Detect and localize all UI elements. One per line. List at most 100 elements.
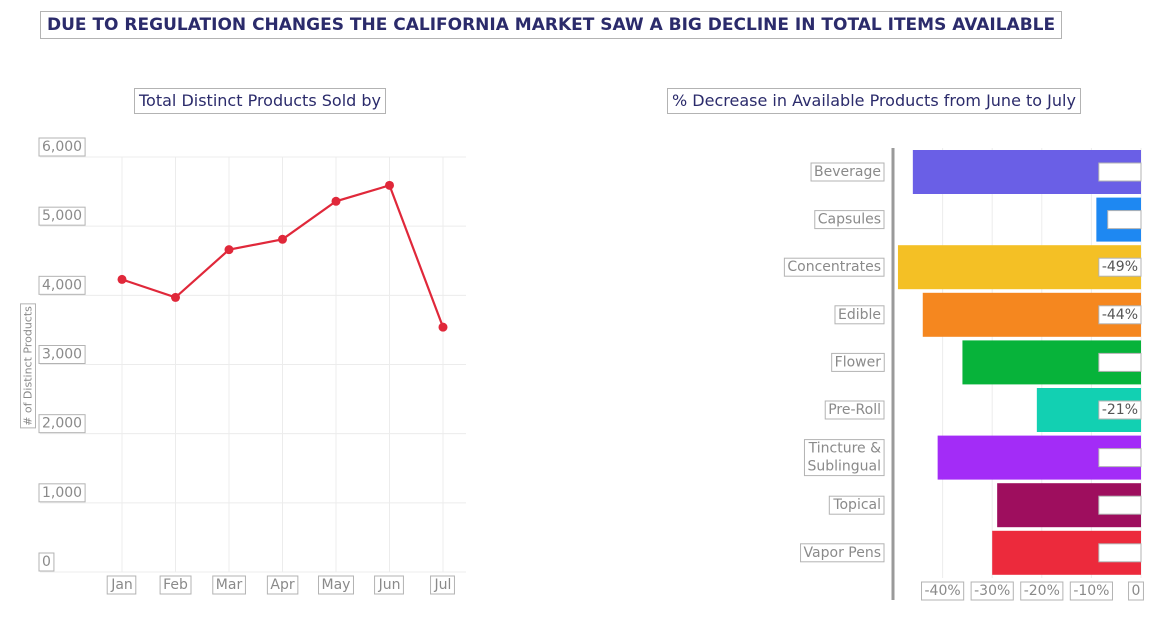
bar-category-line: Concentrates: [787, 259, 881, 275]
y-tick-label: 6,000: [38, 137, 86, 157]
x-tick-label-box: [1020, 581, 1064, 601]
bar-category-label-text: Pre-Roll: [828, 402, 881, 418]
bar-category-label-text: Beverage: [814, 164, 881, 180]
bar-category-label-box: [810, 162, 885, 182]
bar-value-label-box: [1098, 352, 1142, 372]
x-tick-label-box: [266, 575, 299, 595]
y-axis-title: # of Distinct Products: [22, 306, 35, 426]
y-tick-label: 0: [38, 552, 55, 572]
bar-value-label-box: [1098, 257, 1142, 277]
bar-category-label-box: [783, 257, 885, 277]
bar-value-label-text: -30%: [1102, 545, 1138, 561]
bar-category-label: Pre-Roll: [824, 400, 885, 420]
bar-category-label: Concentrates: [783, 257, 885, 277]
bar-category-line: Capsules: [818, 212, 881, 228]
bar-category-label-text: Flower: [835, 354, 882, 370]
y-tick-label: 1,000: [38, 483, 86, 503]
y-tick-label-text: 1,000: [42, 485, 82, 501]
data-point: [278, 234, 287, 244]
y-tick-label: 4,000: [38, 275, 86, 295]
bar-chart: -46% Beverage -9% Capsules -49% Concentrates -…: [783, 148, 1144, 601]
bar-category-label: Edible: [834, 305, 885, 325]
y-tick-label-text: 2,000: [42, 416, 82, 432]
bar-category-label: Capsules: [814, 210, 885, 230]
x-tick-label: Mar: [212, 575, 246, 595]
bar-value-label: -29%: [1098, 495, 1142, 515]
bar-category-label-box: [828, 495, 885, 515]
bar-category-label-box: [824, 400, 885, 420]
bar-category-label-text: Concentrates: [787, 259, 881, 275]
bar-category-line: Flower: [835, 354, 882, 370]
bar-category-label: Tincture & Sublingual: [803, 439, 885, 477]
bar-value-label: -9%: [1107, 210, 1142, 230]
bar-category-label-box: [800, 543, 885, 563]
bar-category-label: Vapor Pens: [800, 543, 885, 563]
bar-category-label: Flower: [831, 352, 885, 372]
page-title: DUE TO REGULATION CHANGES THE CALIFORNIA…: [40, 11, 1063, 39]
bar-value-label-text: -44%: [1102, 307, 1138, 323]
y-tick-label: 3,000: [38, 345, 86, 364]
bar-category-line: Topical: [832, 497, 881, 513]
x-tick-label: Apr: [266, 575, 299, 595]
x-tick-label-text: Jan: [110, 577, 133, 593]
x-tick-label-box: [212, 575, 246, 595]
bar-value-label: -44%: [1098, 305, 1142, 325]
bar-chart-title: % Decrease in Available Products from Ju…: [667, 88, 1081, 114]
bar-value-label-box: [1098, 543, 1142, 563]
x-tick-label-text: Apr: [270, 577, 294, 593]
line-chart-title: Total Distinct Products Sold by: [134, 88, 386, 114]
y-tick-label: 5,000: [38, 206, 86, 226]
bar-value-label-text: -21%: [1102, 402, 1138, 418]
y-tick-label-text: 3,000: [42, 347, 82, 363]
bar-category-label-box: [831, 352, 885, 372]
x-tick-label-box: [159, 575, 192, 595]
x-tick-label-text: -30%: [974, 583, 1010, 599]
x-tick-label: 0: [1128, 581, 1144, 601]
x-tick-label: Jun: [374, 575, 404, 595]
x-tick-label-box: [318, 575, 354, 595]
bar-category-label-text: Capsules: [818, 212, 881, 228]
bar-value-label: -36%: [1098, 352, 1142, 372]
data-point: [117, 274, 127, 284]
y-tick-label-box: [38, 345, 86, 364]
x-tick-label-text: Feb: [163, 577, 188, 593]
x-tick-label-box: [970, 581, 1014, 601]
bar-category-label-box: [803, 439, 885, 477]
x-tick-label-text: 0: [1132, 583, 1141, 599]
bar-category-label: Beverage: [810, 162, 885, 182]
x-tick-label-box: [921, 581, 965, 601]
bar-category-label-box: [814, 210, 885, 230]
bar-value-label: -41%: [1098, 448, 1142, 468]
x-tick-label: -40%: [921, 581, 965, 601]
y-tick-label-text: 4,000: [42, 277, 82, 293]
bar-value-label: -46%: [1098, 162, 1142, 182]
data-point: [331, 196, 341, 206]
x-tick-label: -10%: [1069, 581, 1113, 601]
bar-category-label-text: Topical: [832, 497, 881, 513]
bar-value-label-box: [1098, 448, 1142, 468]
bar-value-label-text: -41%: [1102, 450, 1138, 466]
bar-category-line: Tincture &: [808, 441, 881, 457]
x-tick-label-box: [1128, 581, 1144, 601]
bar-value-label-text: -46%: [1102, 164, 1138, 180]
bar-category-line: Beverage: [814, 164, 881, 180]
bar-category-label-text: Vapor Pens: [804, 545, 881, 561]
y-tick-label-box: [38, 275, 86, 295]
bar-category-label: Topical: [828, 495, 885, 515]
x-tick-label-text: -10%: [1073, 583, 1109, 599]
data-point: [385, 180, 394, 190]
bar-value-label-text: -9%: [1111, 212, 1138, 228]
bar-value-label-box: [1107, 210, 1142, 230]
bar-value-label: -49%: [1098, 257, 1142, 277]
x-tick-label-box: [106, 575, 137, 595]
data-point: [171, 292, 180, 302]
bar-value-label: -30%: [1098, 543, 1142, 563]
x-tick-label-box: [374, 575, 404, 595]
bar-value-label-box: [1098, 495, 1142, 515]
x-tick-label-text: May: [322, 577, 351, 593]
y-tick-label-box: [38, 206, 86, 226]
y-tick-label-text: 0: [42, 554, 51, 570]
bar-category-label-text: Tincture & Sublingual: [807, 441, 881, 475]
x-tick-label-text: -40%: [925, 583, 961, 599]
